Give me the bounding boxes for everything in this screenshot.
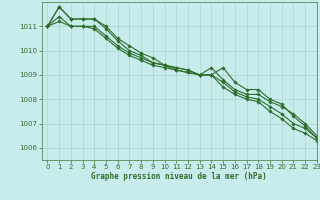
- X-axis label: Graphe pression niveau de la mer (hPa): Graphe pression niveau de la mer (hPa): [91, 172, 267, 181]
